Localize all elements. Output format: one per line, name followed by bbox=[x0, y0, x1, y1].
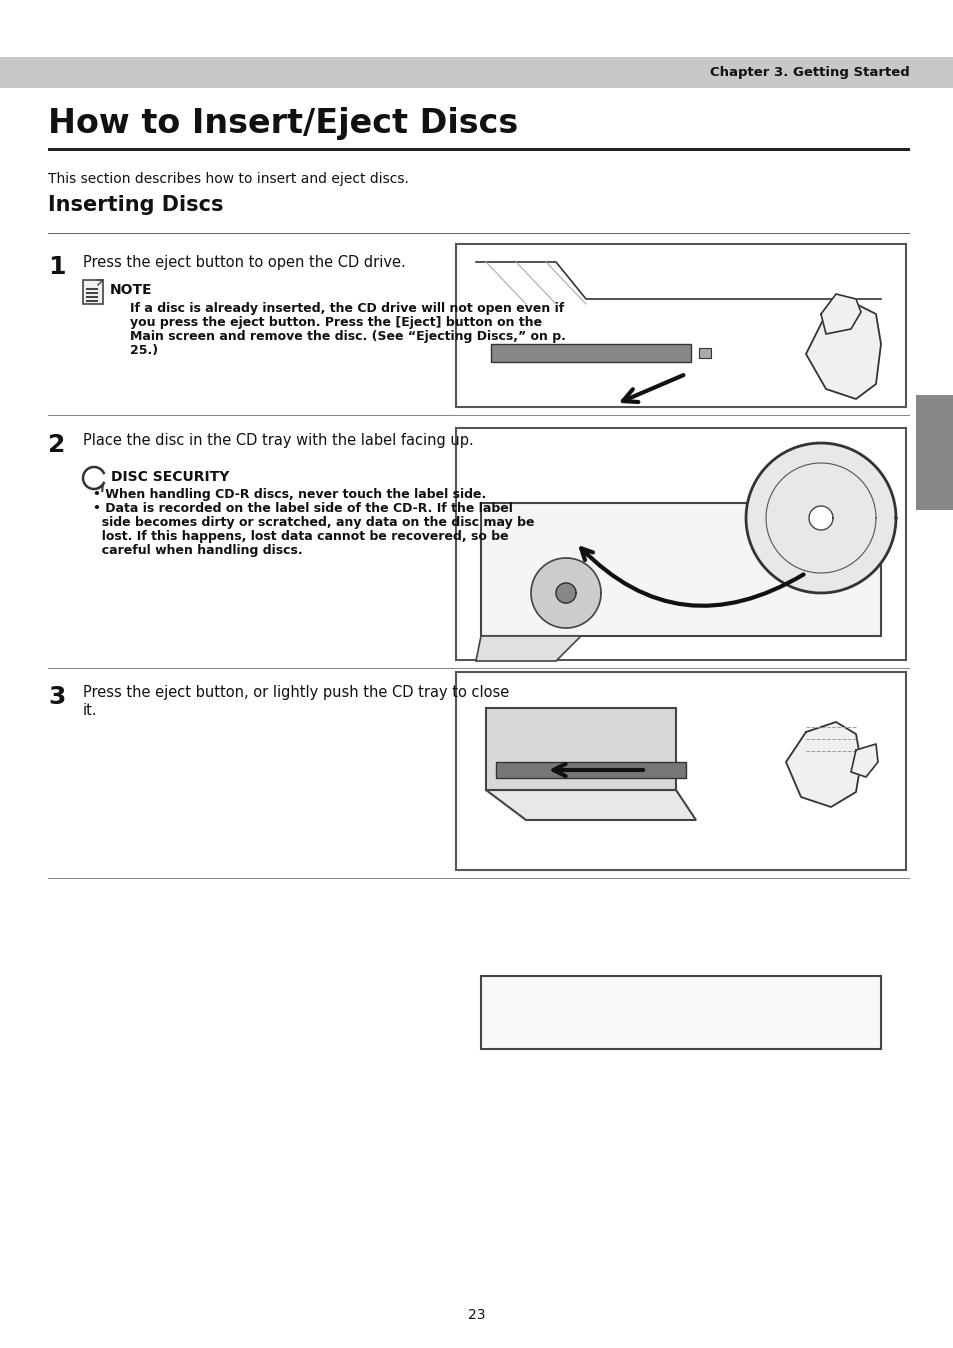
Polygon shape bbox=[850, 744, 877, 776]
Text: DISC SECURITY: DISC SECURITY bbox=[111, 470, 229, 484]
Text: Inserting Discs: Inserting Discs bbox=[48, 195, 223, 214]
Polygon shape bbox=[480, 976, 880, 1049]
Bar bbox=[86, 301, 98, 302]
Text: Place the disc in the CD tray with the label facing up.: Place the disc in the CD tray with the l… bbox=[83, 433, 474, 448]
Text: 23: 23 bbox=[468, 1308, 485, 1322]
Text: you press the eject button. Press the [Eject] button on the: you press the eject button. Press the [E… bbox=[130, 315, 541, 329]
Bar bbox=[86, 293, 98, 294]
Bar bbox=[491, 344, 690, 363]
Bar bbox=[496, 762, 685, 778]
Polygon shape bbox=[476, 636, 580, 661]
Bar bbox=[48, 147, 909, 151]
Text: Press the eject button, or lightly push the CD tray to close: Press the eject button, or lightly push … bbox=[83, 685, 509, 700]
Polygon shape bbox=[785, 723, 861, 807]
Text: 2: 2 bbox=[48, 433, 66, 457]
Text: Press the eject button to open the CD drive.: Press the eject button to open the CD dr… bbox=[83, 255, 405, 270]
Text: NOTE: NOTE bbox=[110, 283, 152, 297]
Polygon shape bbox=[805, 305, 880, 399]
Polygon shape bbox=[556, 582, 576, 603]
Text: careful when handling discs.: careful when handling discs. bbox=[92, 545, 302, 557]
Text: • When handling CD-R discs, never touch the label side.: • When handling CD-R discs, never touch … bbox=[92, 488, 486, 501]
Polygon shape bbox=[821, 294, 861, 334]
Text: If a disc is already inserted, the CD drive will not open even if: If a disc is already inserted, the CD dr… bbox=[130, 302, 563, 315]
Text: Main screen and remove the disc. (See “Ejecting Discs,” on p.: Main screen and remove the disc. (See “E… bbox=[130, 330, 565, 342]
Bar bbox=[83, 280, 103, 305]
Polygon shape bbox=[745, 443, 895, 593]
Polygon shape bbox=[485, 708, 676, 790]
Bar bbox=[86, 288, 98, 290]
Text: This section describes how to insert and eject discs.: This section describes how to insert and… bbox=[48, 173, 409, 186]
Text: Chapter 3. Getting Started: Chapter 3. Getting Started bbox=[709, 66, 909, 80]
Polygon shape bbox=[531, 558, 600, 628]
Text: 25.): 25.) bbox=[130, 344, 158, 357]
Bar bbox=[915, 395, 953, 510]
Bar bbox=[699, 348, 710, 359]
Polygon shape bbox=[808, 506, 832, 530]
Text: side becomes dirty or scratched, any data on the disc may be: side becomes dirty or scratched, any dat… bbox=[92, 516, 534, 528]
Text: How to Insert/Eject Discs: How to Insert/Eject Discs bbox=[48, 106, 517, 140]
Polygon shape bbox=[480, 503, 880, 636]
Text: lost. If this happens, lost data cannot be recovered, so be: lost. If this happens, lost data cannot … bbox=[92, 530, 508, 543]
Bar bbox=[86, 297, 98, 298]
Text: 3: 3 bbox=[48, 685, 66, 709]
Bar bbox=[0, 57, 953, 88]
Text: • Data is recorded on the label side of the CD-R. If the label: • Data is recorded on the label side of … bbox=[92, 501, 513, 515]
Text: it.: it. bbox=[83, 704, 97, 718]
Polygon shape bbox=[485, 790, 696, 820]
Text: 1: 1 bbox=[48, 255, 66, 279]
Bar bbox=[456, 429, 905, 661]
Bar bbox=[456, 244, 905, 407]
Bar bbox=[456, 673, 905, 869]
